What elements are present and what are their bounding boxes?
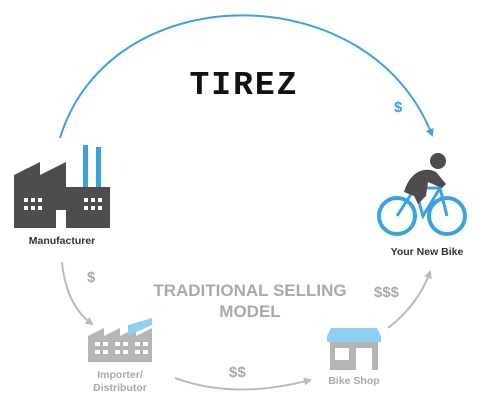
manufacturer-to-importer-arrow [61, 261, 94, 326]
brand-logo: TIREZ [189, 67, 298, 104]
importer-to-shop-arrow [174, 377, 312, 391]
diagram-title-line1: TRADITIONAL SELLING [153, 281, 346, 300]
bike-shop-label: Bike Shop [328, 375, 379, 387]
your-new-bike-label: Your New Bike [391, 246, 464, 258]
direct-flow-arrow [59, 14, 434, 139]
warehouse-icon [88, 318, 152, 362]
importer-label-line2: Distributor [93, 382, 147, 394]
cyclist-icon [377, 153, 467, 236]
importer-label-line1: Importer/ [97, 369, 143, 381]
shop-icon [327, 328, 381, 370]
shop-to-customer-price: $$$ [374, 284, 400, 301]
importer-to-shop-price: $$ [229, 364, 246, 381]
factory-icon [14, 145, 110, 228]
manufacturer-label: Manufacturer [29, 235, 96, 247]
manufacturer-to-importer-price: $ [87, 269, 96, 286]
shop-to-customer-arrow [387, 270, 432, 329]
direct-flow-price: $ [394, 99, 403, 116]
diagram-title-line2: MODEL [219, 302, 280, 321]
